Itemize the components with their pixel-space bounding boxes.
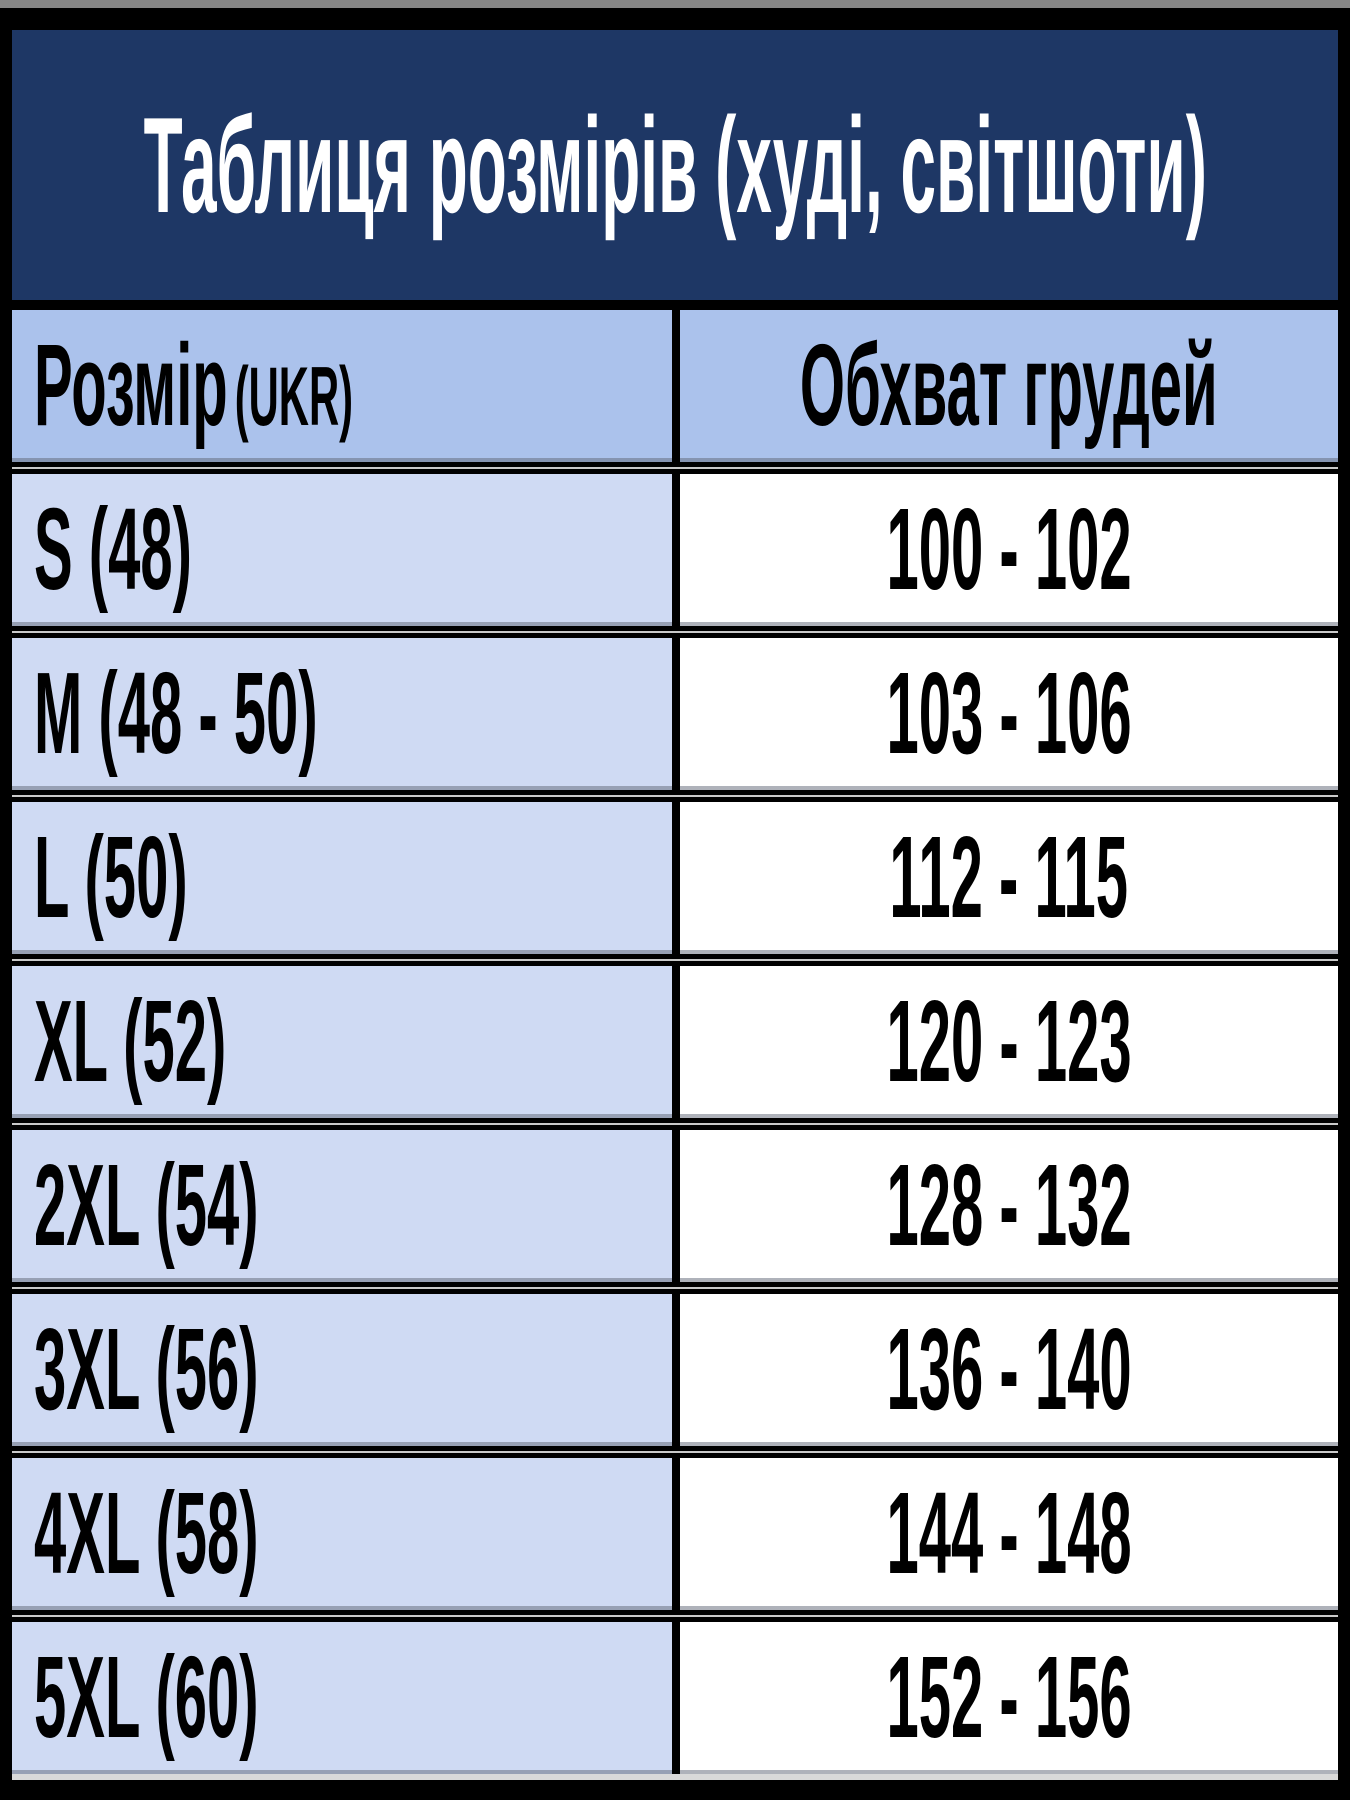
chest-cell: 112 - 115 — [680, 802, 1338, 954]
chest-cell: 136 - 140 — [680, 1294, 1338, 1446]
size-value: S (48) — [34, 484, 192, 615]
column-header-chest: Обхват грудей — [680, 310, 1338, 462]
column-header-chest-text: Обхват грудей — [800, 320, 1218, 451]
size-value: M (48 - 50) — [34, 648, 318, 779]
size-value: L (50) — [34, 812, 188, 943]
size-value: 2XL (54) — [34, 1140, 259, 1271]
table-row: 3XL (56) 136 - 140 — [12, 1289, 1338, 1451]
chest-value: 128 - 132 — [886, 1140, 1132, 1271]
size-cell: 4XL (58) — [12, 1458, 672, 1610]
table-row: L (50) 112 - 115 — [12, 797, 1338, 959]
top-gray-strip — [0, 0, 1350, 8]
chest-cell: 100 - 102 — [680, 474, 1338, 626]
bottom-gray-strip — [12, 1774, 1338, 1780]
size-value: 3XL (56) — [34, 1304, 259, 1435]
table-row: XL (52) 120 - 123 — [12, 961, 1338, 1123]
chest-cell: 152 - 156 — [680, 1622, 1338, 1774]
table-title: Таблиця розмірів (худі, світшоти) — [143, 89, 1207, 241]
size-value: 4XL (58) — [34, 1468, 259, 1599]
chest-value: 120 - 123 — [886, 976, 1132, 1107]
table-row: 5XL (60) 152 - 156 — [12, 1617, 1338, 1774]
table-row: M (48 - 50) 103 - 106 — [12, 633, 1338, 795]
size-cell: L (50) — [12, 802, 672, 954]
table-row: S (48) 100 - 102 — [12, 469, 1338, 631]
chest-cell: 144 - 148 — [680, 1458, 1338, 1610]
size-value: XL (52) — [34, 976, 227, 1107]
size-cell: S (48) — [12, 474, 672, 626]
size-chart-table: Таблиця розмірів (худі, світшоти) Розмір… — [12, 30, 1338, 1780]
size-cell: M (48 - 50) — [12, 638, 672, 790]
table-header-row: Розмір(UKR) Обхват грудей — [12, 300, 1338, 467]
size-chart-frame: Таблиця розмірів (худі, світшоти) Розмір… — [0, 8, 1350, 1800]
table-title-band: Таблиця розмірів (худі, світшоти) — [12, 30, 1338, 300]
size-value: 5XL (60) — [34, 1632, 259, 1763]
chest-value: 112 - 115 — [889, 812, 1129, 943]
column-header-size: Розмір(UKR) — [12, 310, 672, 462]
chest-cell: 120 - 123 — [680, 966, 1338, 1118]
size-suffix: (UKR) — [234, 349, 354, 444]
chest-value: 144 - 148 — [886, 1468, 1132, 1599]
size-cell: 5XL (60) — [12, 1622, 672, 1774]
chest-value: 100 - 102 — [886, 484, 1132, 615]
chest-value: 152 - 156 — [886, 1632, 1132, 1763]
size-cell: 3XL (56) — [12, 1294, 672, 1446]
chest-value: 136 - 140 — [886, 1304, 1132, 1435]
chest-cell: 128 - 132 — [680, 1130, 1338, 1282]
size-label: Розмір — [34, 320, 228, 451]
size-cell: XL (52) — [12, 966, 672, 1118]
chest-cell: 103 - 106 — [680, 638, 1338, 790]
chest-value: 103 - 106 — [886, 648, 1132, 779]
column-header-size-text: Розмір(UKR) — [34, 320, 354, 451]
table-row: 4XL (58) 144 - 148 — [12, 1453, 1338, 1615]
table-row: 2XL (54) 128 - 132 — [12, 1125, 1338, 1287]
size-cell: 2XL (54) — [12, 1130, 672, 1282]
